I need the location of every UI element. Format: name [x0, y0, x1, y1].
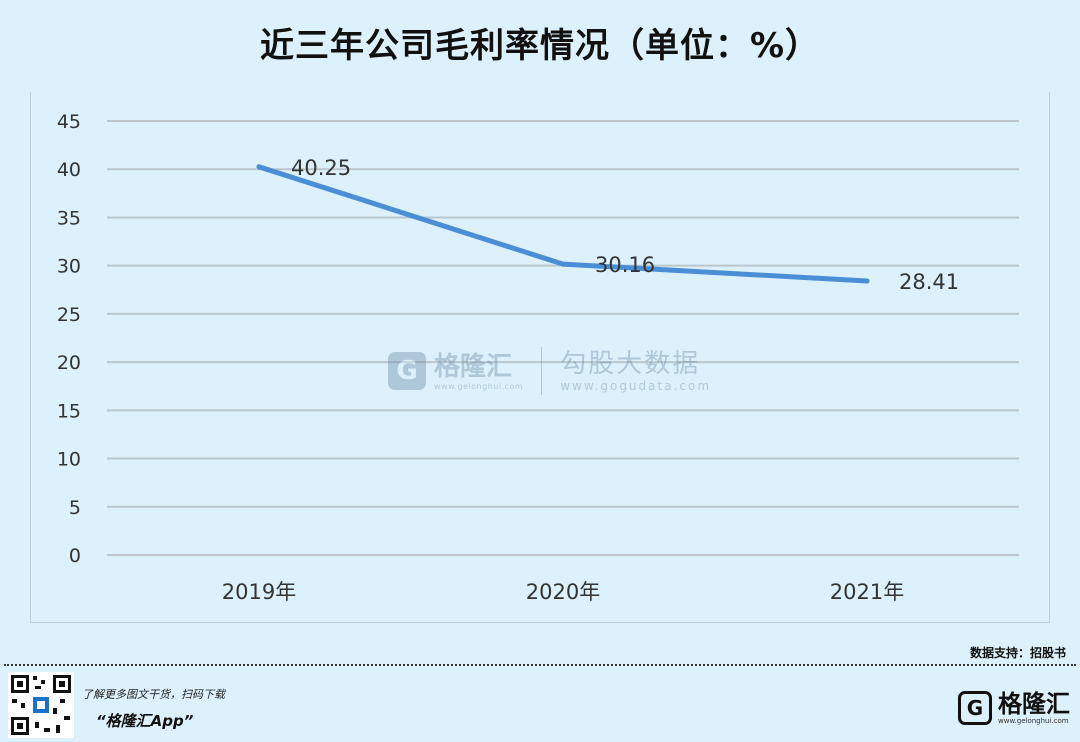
y-tick-label: 15 [57, 400, 81, 422]
data-source: 数据支持：招股书 [969, 646, 1066, 660]
data-point [256, 164, 262, 170]
footer-logo-text: 格隆汇 [998, 690, 1070, 718]
footer-logo-url: www.gelonghui.com [998, 717, 1069, 725]
y-tick-label: 0 [69, 545, 81, 567]
footer-slogan: 了解更多图文干货，扫码下载 [82, 688, 225, 701]
chart-area: 0 5 10 15 20 25 30 35 40 45 2019年 2020年 2021年 40.25 30… [30, 92, 1050, 623]
data-label: 28.41 [899, 270, 959, 294]
y-tick-label: 35 [57, 207, 81, 229]
watermark-brand: 格隆汇 [434, 351, 513, 382]
data-point [560, 261, 566, 267]
watermark-gogu: 勾股大数据 [560, 349, 701, 379]
gelonghui-logo-icon: G [958, 691, 992, 725]
y-tick-label: 45 [57, 111, 81, 133]
data-label: 40.25 [291, 156, 351, 180]
footer-divider [4, 664, 1076, 666]
x-tick-label: 2021年 [830, 580, 904, 604]
x-tick-label: 2020年 [526, 580, 600, 604]
footer-app-name: “格隆汇App” [96, 712, 194, 730]
y-tick-label: 5 [69, 497, 81, 519]
watermark-divider [541, 347, 543, 395]
y-tick-label: 40 [57, 159, 81, 181]
y-tick-label: 25 [57, 304, 81, 326]
line-chart: 0 5 10 15 20 25 30 35 40 45 2019年 2020年 2021年 40.25 30… [57, 111, 1019, 604]
watermark: G 格隆汇 www.gelonghui.com 勾股大数据 www.goguda… [388, 345, 711, 397]
chart-title: 近三年公司毛利率情况（单位：%） [259, 26, 821, 66]
gelonghui-logo-icon: G [388, 352, 426, 390]
y-tick-label: 10 [57, 449, 81, 471]
watermark-gogu-url: www.gogudata.com [560, 379, 712, 393]
data-label: 30.16 [595, 253, 655, 277]
x-tick-label: 2019年 [222, 580, 296, 604]
y-tick-label: 30 [57, 256, 81, 278]
footer-logo: G 格隆汇 www.gelonghui.com [958, 690, 1070, 726]
y-tick-label: 20 [57, 352, 81, 374]
qr-code-icon[interactable] [8, 672, 74, 738]
watermark-brand-url: www.gelonghui.com [434, 381, 524, 391]
data-point [864, 278, 870, 284]
